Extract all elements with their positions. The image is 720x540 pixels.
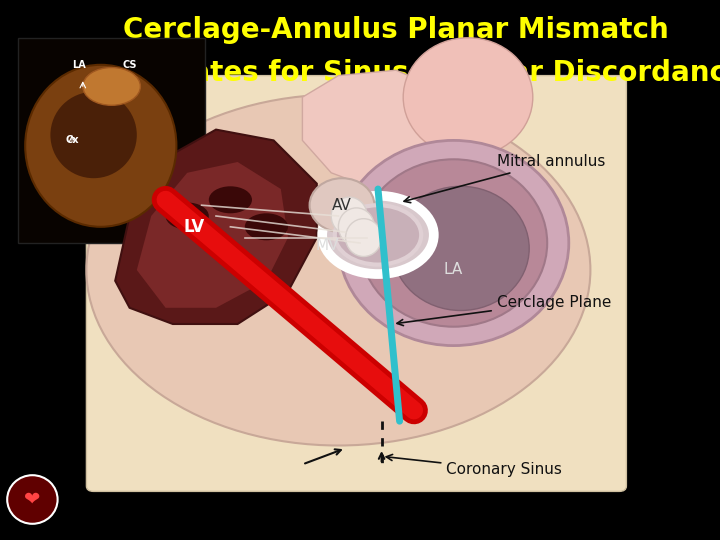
Text: Compensates for Sinus-Annular Discordance: Compensates for Sinus-Annular Discordanc…: [48, 59, 720, 87]
Ellipse shape: [338, 208, 374, 246]
Ellipse shape: [392, 186, 529, 310]
Ellipse shape: [83, 68, 140, 105]
Ellipse shape: [335, 205, 421, 265]
Text: Cx: Cx: [66, 136, 78, 145]
Text: AV: AV: [332, 198, 352, 213]
Text: Cerclage-Annulus Planar Mismatch: Cerclage-Annulus Planar Mismatch: [123, 16, 669, 44]
Ellipse shape: [50, 92, 137, 178]
Bar: [18, 38, 205, 243]
Ellipse shape: [338, 140, 569, 346]
Ellipse shape: [166, 202, 209, 230]
Text: Coronary Sinus: Coronary Sinus: [386, 455, 562, 477]
Text: LA: LA: [72, 60, 86, 70]
Polygon shape: [302, 70, 475, 194]
Ellipse shape: [323, 196, 433, 274]
Ellipse shape: [25, 65, 176, 227]
Text: LV: LV: [184, 218, 205, 236]
Text: MV: MV: [316, 238, 339, 253]
Ellipse shape: [403, 38, 533, 157]
Text: Cerclage Plane: Cerclage Plane: [397, 295, 611, 326]
Ellipse shape: [86, 94, 590, 445]
FancyBboxPatch shape: [86, 76, 626, 491]
Text: LA: LA: [444, 262, 463, 278]
Ellipse shape: [346, 219, 382, 256]
Ellipse shape: [245, 213, 288, 240]
Text: ❤: ❤: [24, 490, 40, 509]
Ellipse shape: [310, 178, 374, 232]
Ellipse shape: [209, 186, 252, 213]
Ellipse shape: [7, 475, 58, 524]
Polygon shape: [137, 162, 288, 308]
Ellipse shape: [331, 197, 367, 235]
Ellipse shape: [360, 159, 547, 327]
Polygon shape: [115, 130, 317, 324]
Text: CS: CS: [122, 60, 137, 70]
Text: Mitral annulus: Mitral annulus: [404, 154, 606, 202]
